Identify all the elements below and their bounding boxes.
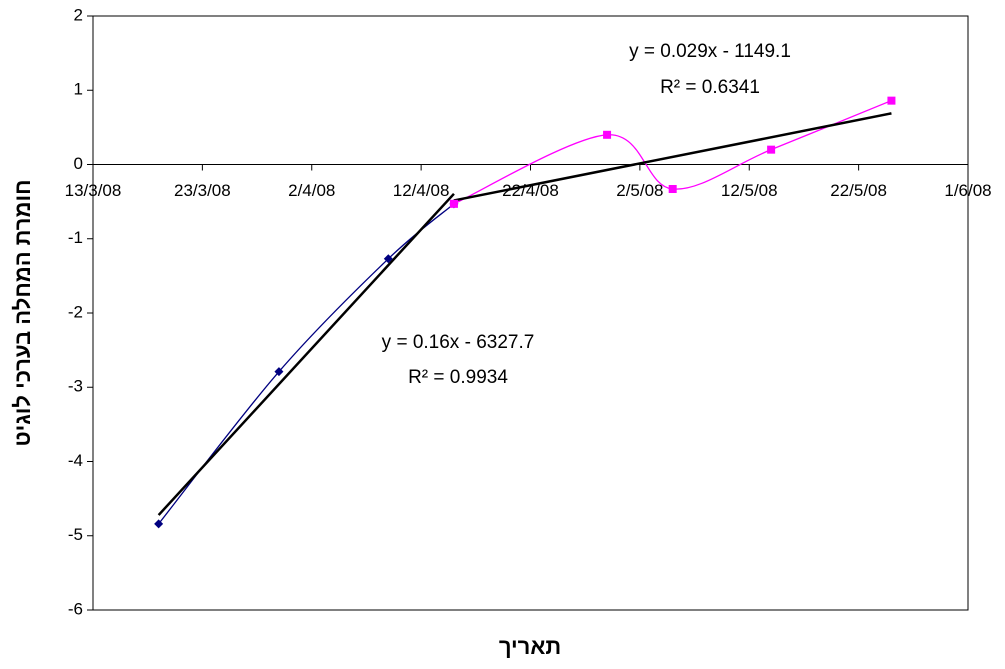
y-tick-label: -4 (68, 451, 83, 470)
x-tick-label: 22/5/08 (830, 181, 887, 200)
point (154, 519, 164, 529)
point (383, 254, 393, 264)
y-tick-label: -5 (68, 525, 83, 544)
x-tick-label: 2/4/08 (288, 181, 335, 200)
point (449, 199, 458, 208)
y-tick-label: -2 (68, 302, 83, 321)
x-tick-label: 13/3/08 (65, 181, 122, 200)
trendline-equation: y = 0.16x - 6327.7 (382, 332, 535, 353)
point (603, 130, 612, 139)
series-line (158, 203, 455, 525)
x-tick-label: 1/6/08 (944, 181, 991, 200)
y-tick-label: -3 (68, 377, 83, 396)
x-tick-label: 2/5/08 (616, 181, 663, 200)
x-tick-label: 12/4/08 (393, 181, 450, 200)
plot-area (92, 15, 969, 611)
x-tick-label: 23/3/08 (174, 181, 231, 200)
trendline-equation: R² = 0.6341 (660, 77, 760, 98)
point (767, 145, 776, 154)
y-tick-label: 2 (74, 5, 83, 24)
point (668, 185, 677, 194)
point (274, 367, 284, 377)
y-tick-label: 1 (74, 80, 83, 99)
x-tick-label: 22/4/08 (502, 181, 559, 200)
trendline (157, 192, 455, 516)
y-tick-label: 0 (74, 154, 83, 173)
y-tick-label: -6 (68, 599, 83, 618)
trendline (453, 112, 892, 202)
x-axis-title: תאריך (499, 634, 561, 659)
y-tick-label: -1 (68, 228, 83, 247)
y-axis-title: חומרת המחלה בערכי לוגיט (10, 179, 35, 446)
trendline-equation: y = 0.029x - 1149.1 (629, 41, 791, 62)
point (887, 96, 896, 105)
x-tick-label: 12/5/08 (721, 181, 778, 200)
trendline-equation: R² = 0.9934 (408, 367, 508, 388)
